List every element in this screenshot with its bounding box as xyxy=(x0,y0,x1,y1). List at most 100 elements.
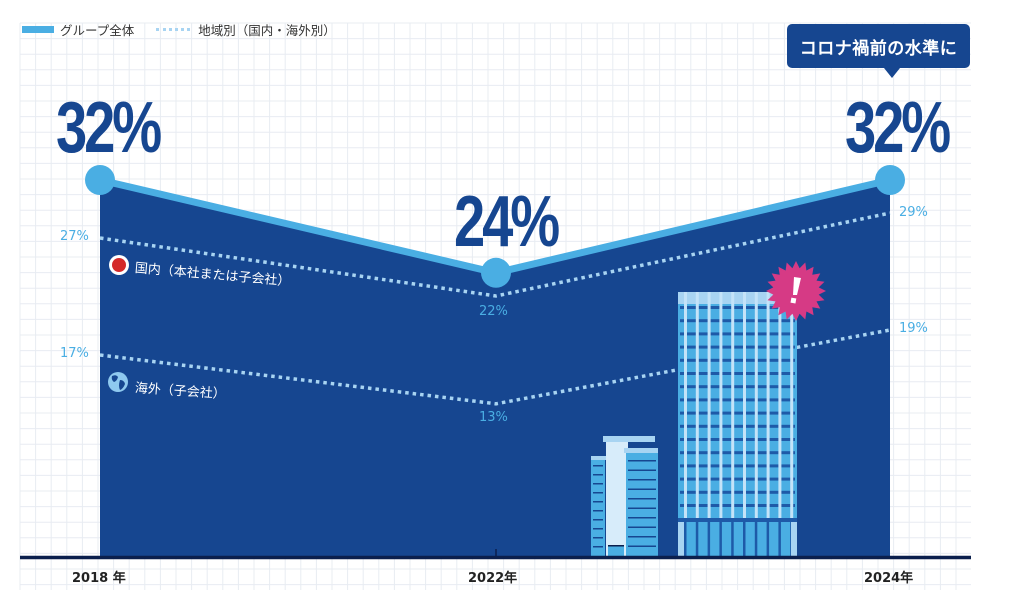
lobby-mullion xyxy=(731,522,734,556)
tower-window-row xyxy=(680,424,795,428)
lobby-mullion xyxy=(695,522,699,556)
callout-bubble: コロナ禍前の水準に xyxy=(787,24,970,78)
legend-solid-swatch xyxy=(22,25,54,33)
window-row xyxy=(628,479,656,481)
exclamation-stem xyxy=(793,277,801,295)
building-small-right xyxy=(626,452,658,556)
tower-mullion xyxy=(695,292,699,518)
window-row xyxy=(628,507,656,509)
tower-window-row xyxy=(680,477,795,481)
window-row xyxy=(593,546,603,548)
x-tick-label-2022: 2022年 xyxy=(468,571,518,586)
window-row xyxy=(628,498,656,500)
tower-mullion xyxy=(766,292,770,518)
window-row xyxy=(593,492,603,494)
window-row xyxy=(628,545,656,547)
lobby-mullion xyxy=(684,522,687,556)
lobby-pillar-right xyxy=(791,522,797,556)
tower-window-row xyxy=(680,438,795,441)
tower-mullion xyxy=(707,292,711,518)
tower-window-row xyxy=(680,385,795,389)
tower-mullion xyxy=(731,292,735,518)
window-row xyxy=(628,517,656,519)
lobby-mullion xyxy=(707,522,711,556)
globe-icon xyxy=(108,372,128,392)
tower-mullion xyxy=(754,292,758,518)
window-row xyxy=(628,469,656,471)
lobby-mullion xyxy=(719,522,722,556)
window-row xyxy=(593,528,603,530)
tower-window-row xyxy=(680,306,795,309)
group-point-1 xyxy=(481,257,511,288)
building-small-left-roof xyxy=(591,456,607,460)
window-row xyxy=(593,465,603,467)
group-value-label-2024: 32% xyxy=(845,88,951,168)
window-row xyxy=(628,460,656,462)
domestic-value-label-2024: 29% xyxy=(899,205,928,220)
tower-mullion xyxy=(778,292,782,518)
window-row xyxy=(593,510,603,512)
office-buildings-illustration xyxy=(591,292,797,556)
domestic-value-label-2018: 27% xyxy=(60,229,89,244)
red-dot-core xyxy=(112,258,126,272)
window-row xyxy=(593,501,603,503)
tower-window-row xyxy=(680,504,795,507)
domestic-value-label-2022: 22% xyxy=(479,304,508,319)
exclamation-burst-icon xyxy=(766,261,826,321)
group-points xyxy=(85,165,905,288)
x-tick-label-2018: 2018 年 xyxy=(72,571,126,586)
window-row xyxy=(628,488,656,490)
group-value-label-2018: 32% xyxy=(56,88,162,168)
overseas-dotted-line xyxy=(99,328,891,406)
tower-window-row xyxy=(680,411,795,415)
building-small-right-roof xyxy=(624,448,658,453)
tower-window-row xyxy=(680,451,795,455)
building-small-center-roof xyxy=(603,436,655,442)
exclamation-dot xyxy=(790,297,797,304)
tower-window-row xyxy=(680,345,795,349)
tower-window-row xyxy=(680,332,795,336)
window-row xyxy=(628,536,656,538)
tower-window-row xyxy=(680,398,795,402)
tower-window-row xyxy=(680,490,795,494)
tower-mullion xyxy=(684,292,687,518)
group-point-0 xyxy=(85,165,115,195)
tower-window-row xyxy=(680,464,795,468)
lobby-mullion xyxy=(754,522,758,556)
building-entrance xyxy=(608,545,624,556)
building-entrance-top xyxy=(608,545,624,547)
globe-continents xyxy=(111,375,125,390)
building-small-left xyxy=(591,458,605,556)
legend-dotted-swatch xyxy=(156,27,191,31)
group-point-2 xyxy=(875,165,905,195)
tower-window-row xyxy=(680,319,795,323)
tower-mullion xyxy=(743,292,746,518)
group-value-label-2022: 24% xyxy=(454,182,560,262)
legend-region-label: 地域別（国内・海外別） xyxy=(198,22,336,38)
legend: グループ全体 地域別（国内・海外別） xyxy=(22,20,336,38)
legend-group-label: グループ全体 xyxy=(60,22,135,38)
tower-lobby-band xyxy=(678,518,797,522)
window-row xyxy=(593,519,603,521)
overseas-value-label-2018: 17% xyxy=(60,346,89,361)
callout-text: コロナ禍前の水準に xyxy=(799,38,958,59)
tower-mullion xyxy=(719,292,723,518)
window-row xyxy=(593,483,603,485)
overseas-value-label-2024: 19% xyxy=(899,321,928,336)
window-row xyxy=(593,537,603,539)
x-tick-label-2024: 2024年 xyxy=(864,571,914,586)
lobby-pillar-left xyxy=(678,522,684,556)
globe-body xyxy=(108,372,128,392)
red-dot-icon xyxy=(109,255,129,275)
window-row xyxy=(593,474,603,476)
lobby-mullion xyxy=(778,522,781,556)
lobby-mullion xyxy=(743,522,746,556)
building-small-center xyxy=(606,441,628,556)
overseas-value-label-2022: 13% xyxy=(479,410,508,425)
window-row xyxy=(628,526,656,528)
tower-window-row xyxy=(680,358,795,362)
domestic-dotted-line xyxy=(99,211,891,298)
lobby-mullion xyxy=(766,522,770,556)
tower-mullion xyxy=(790,292,794,518)
